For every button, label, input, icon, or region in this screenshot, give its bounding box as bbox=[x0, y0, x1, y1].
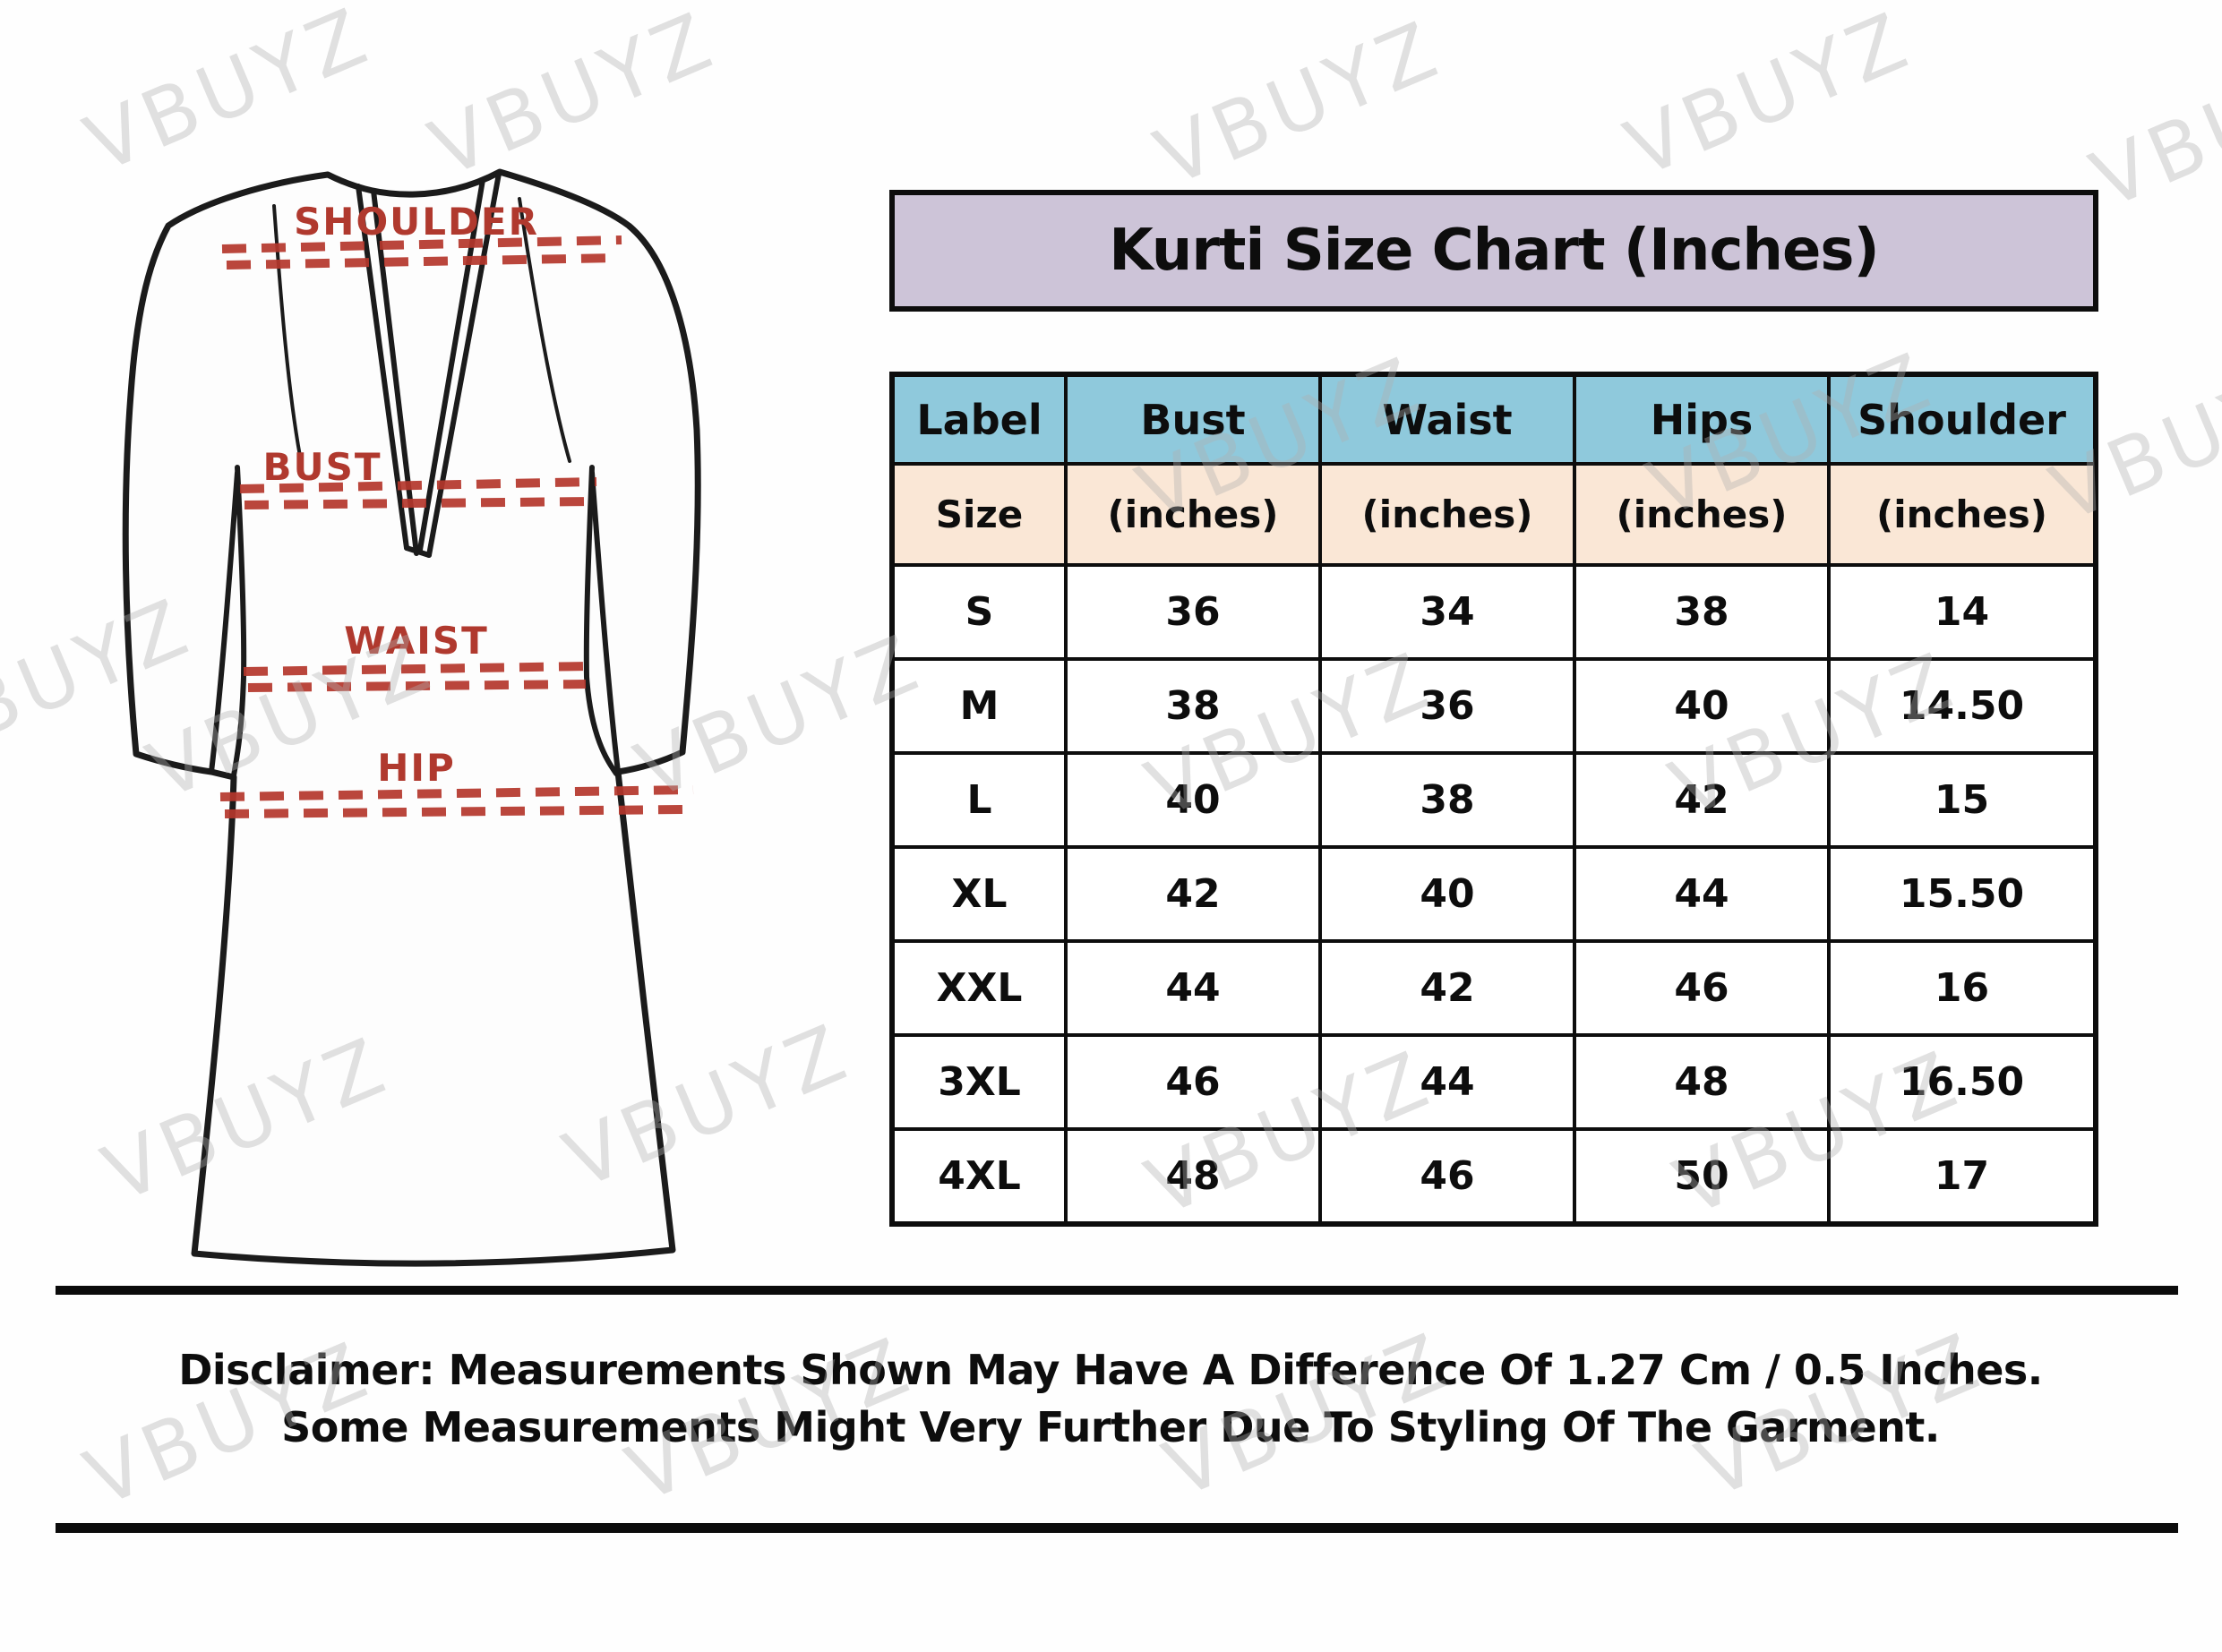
waist-label: WAIST bbox=[344, 619, 488, 663]
page-title: Kurti Size Chart (Inches) bbox=[1109, 218, 1879, 284]
value-cell: 15.50 bbox=[1831, 849, 2093, 939]
column-subheader-shoulder: (inches) bbox=[1831, 466, 2093, 563]
kurti-outline bbox=[122, 168, 701, 1267]
value-cell: 48 bbox=[1068, 1131, 1318, 1221]
waist-dash-line bbox=[243, 662, 590, 676]
column-header-label: Label bbox=[895, 377, 1064, 462]
value-cell: 38 bbox=[1576, 567, 1827, 657]
column-subheader-label: Size bbox=[895, 466, 1064, 563]
watermark-text: VBUYZ bbox=[1613, 0, 1925, 195]
bust-dash-line bbox=[239, 477, 597, 493]
value-cell: 46 bbox=[1576, 943, 1827, 1033]
value-cell: 14 bbox=[1831, 567, 2093, 657]
value-cell: 44 bbox=[1068, 943, 1318, 1033]
value-cell: 42 bbox=[1322, 943, 1573, 1033]
value-cell: 46 bbox=[1322, 1131, 1573, 1221]
value-cell: 40 bbox=[1322, 849, 1573, 939]
value-cell: 34 bbox=[1322, 567, 1573, 657]
value-cell: 44 bbox=[1576, 849, 1827, 939]
size-cell-s: S bbox=[895, 567, 1064, 657]
kurti-seam-lines bbox=[209, 197, 621, 778]
chart-title-bar: Kurti Size Chart (Inches) bbox=[889, 190, 2098, 312]
column-header-hips: Hips bbox=[1576, 377, 1827, 462]
value-cell: 36 bbox=[1322, 661, 1573, 751]
disclaimer-text: Disclaimer: Measurements Shown May Have … bbox=[54, 1341, 2167, 1456]
column-subheader-waist: (inches) bbox=[1322, 466, 1573, 563]
value-cell: 38 bbox=[1068, 661, 1318, 751]
value-cell: 48 bbox=[1576, 1037, 1827, 1127]
kurti-diagram: SHOULDER BUST WAIST HIP bbox=[122, 168, 701, 1267]
value-cell: 36 bbox=[1068, 567, 1318, 657]
divider-rule-bottom bbox=[56, 1523, 2178, 1533]
value-cell: 50 bbox=[1576, 1131, 1827, 1221]
size-cell-m: M bbox=[895, 661, 1064, 751]
watermark-text: VBUYZ bbox=[2079, 24, 2222, 227]
size-cell-xxl: XXL bbox=[895, 943, 1064, 1033]
size-table: Label Bust Waist Hips Shoulder Size (inches) (i… bbox=[889, 372, 2098, 1227]
column-header-waist: Waist bbox=[1322, 377, 1573, 462]
column-header-bust: Bust bbox=[1068, 377, 1318, 462]
value-cell: 42 bbox=[1576, 755, 1827, 845]
column-subheader-hips: (inches) bbox=[1576, 466, 1827, 563]
value-cell: 38 bbox=[1322, 755, 1573, 845]
shoulder-label: SHOULDER bbox=[294, 200, 539, 244]
watermark-text: VBUYZ bbox=[1143, 2, 1454, 204]
measurement-dashes bbox=[219, 235, 694, 818]
size-cell-l: L bbox=[895, 755, 1064, 845]
value-cell: 16.50 bbox=[1831, 1037, 2093, 1127]
disclaimer-line-2: Some Measurements Might Very Further Due… bbox=[281, 1403, 1940, 1451]
value-cell: 17 bbox=[1831, 1131, 2093, 1221]
disclaimer-line-1: Disclaimer: Measurements Shown May Have … bbox=[178, 1346, 2043, 1394]
size-cell-3xl: 3XL bbox=[895, 1037, 1064, 1127]
shoulder-dash-line bbox=[221, 235, 622, 253]
hip-dash-line bbox=[219, 785, 694, 801]
size-cell-xl: XL bbox=[895, 849, 1064, 939]
column-header-shoulder: Shoulder bbox=[1831, 377, 2093, 462]
value-cell: 40 bbox=[1068, 755, 1318, 845]
value-cell: 46 bbox=[1068, 1037, 1318, 1127]
value-cell: 40 bbox=[1576, 661, 1827, 751]
bust-dash-line bbox=[244, 497, 593, 509]
value-cell: 44 bbox=[1322, 1037, 1573, 1127]
bust-label: BUST bbox=[262, 445, 382, 489]
value-cell: 16 bbox=[1831, 943, 2093, 1033]
divider-rule-top bbox=[56, 1286, 2178, 1295]
value-cell: 42 bbox=[1068, 849, 1318, 939]
column-subheader-bust: (inches) bbox=[1068, 466, 1318, 563]
value-cell: 14.50 bbox=[1831, 661, 2093, 751]
hip-label: HIP bbox=[377, 746, 456, 790]
size-cell-4xl: 4XL bbox=[895, 1131, 1064, 1221]
waist-dash-line bbox=[247, 680, 587, 692]
value-cell: 15 bbox=[1831, 755, 2093, 845]
shoulder-dash-line bbox=[226, 253, 619, 270]
